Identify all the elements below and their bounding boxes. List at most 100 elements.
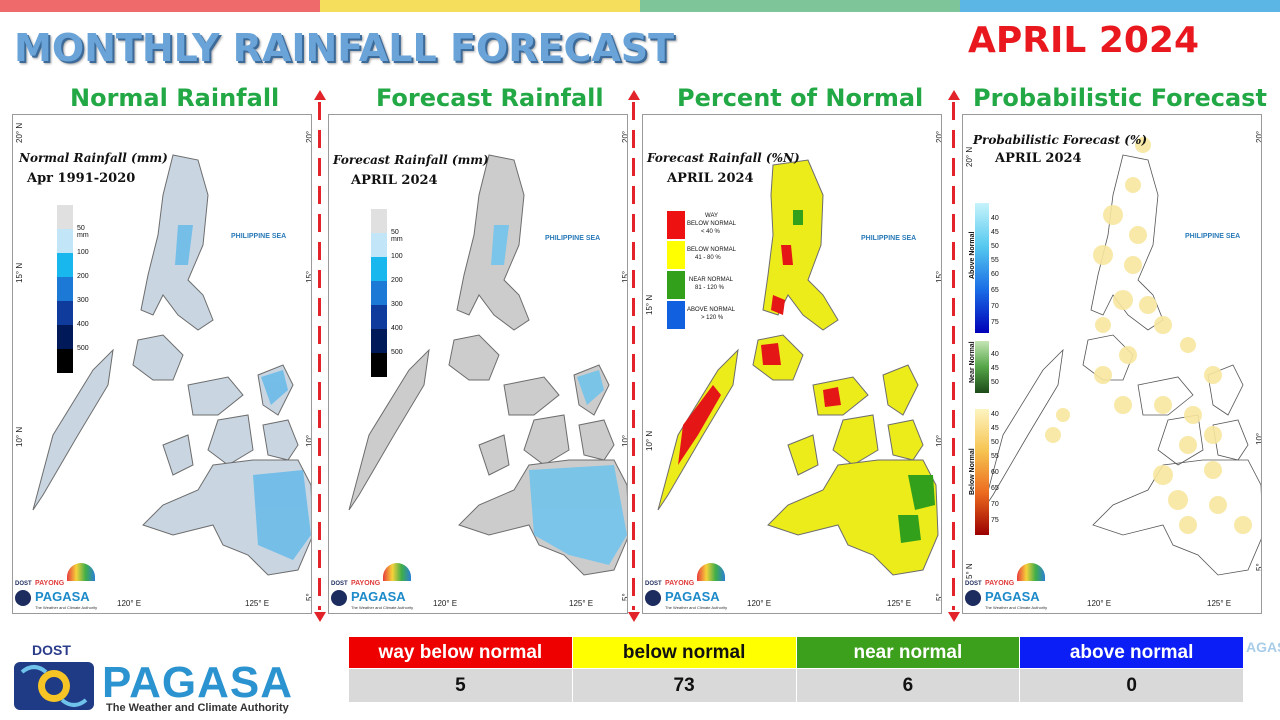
legend-label: 500 <box>391 349 403 356</box>
umbrella-icon <box>697 563 725 581</box>
legend-swatch <box>371 233 387 257</box>
count-near-normal: 6 <box>795 668 1021 703</box>
map-forecast-rainfall <box>348 154 627 576</box>
map-title: Forecast Rainfall (%N) <box>647 151 800 165</box>
map-percent-of-normal <box>657 159 939 576</box>
lat-label: 15° N <box>305 270 312 283</box>
panel-divider <box>314 90 326 622</box>
legend-label: 50 mm <box>77 225 89 239</box>
pagasa-mini-logo: DOST PAYONG PAGASA The Weather and Clima… <box>15 563 105 613</box>
legend-swatch <box>57 277 73 301</box>
legend-swatch <box>57 325 73 349</box>
sea-label: PHILIPPINE SEA <box>861 235 917 242</box>
arrow-down-icon <box>314 612 326 622</box>
background-logo-text: AGASA <box>1246 639 1280 655</box>
pagasa-mini-logo: DOST PAYONG PAGASA The Weather and Clima… <box>645 563 735 613</box>
red-patches <box>678 245 841 465</box>
map-panel-probabilistic: Probabilistic Forecast (%) APRIL 2024 Ab… <box>962 114 1262 614</box>
lat-label: 15° N <box>935 270 942 283</box>
arrow-up-icon <box>628 90 640 100</box>
legend-swatch <box>57 229 73 253</box>
legend-label: 300 <box>77 297 89 304</box>
map-subtitle: APRIL 2024 <box>995 151 1082 166</box>
legend-swatch <box>371 353 387 377</box>
below-normal-bar <box>975 409 989 535</box>
color-strip-yellow <box>320 0 640 12</box>
map-title: Probabilistic Forecast (%) <box>973 133 1148 147</box>
heading-percent-of-normal: Percent of Normal <box>677 84 924 112</box>
legend-swatch <box>371 281 387 305</box>
lat-label: 5° N <box>621 593 628 601</box>
lat-label: 10° N <box>645 430 654 451</box>
heading-forecast-rainfall: Forecast Rainfall <box>376 84 604 112</box>
sea-label: PHILIPPINE SEA <box>1185 233 1241 240</box>
umbrella-icon <box>67 563 95 581</box>
sea-label: PHILIPPINE SEA <box>231 233 287 240</box>
legend-label: 100 <box>391 253 403 260</box>
forecast-month: APRIL 2024 <box>968 20 1200 61</box>
map-probabilistic-forecast <box>982 137 1261 576</box>
umbrella-icon <box>1017 563 1045 581</box>
probability-blobs <box>1045 137 1252 534</box>
legend-swatch <box>371 257 387 281</box>
count-below-normal: 73 <box>571 668 797 703</box>
lat-label: 20° N <box>965 146 974 167</box>
lat-label: 15° N <box>621 270 628 283</box>
rainfall-shading <box>175 225 311 560</box>
header-above-normal: above normal <box>1019 636 1244 669</box>
legend-swatch <box>371 209 387 233</box>
legend-swatch <box>57 205 73 229</box>
arrow-down-icon <box>948 612 960 622</box>
legend-label: 50 mm <box>391 229 403 243</box>
legend-swatch <box>371 329 387 353</box>
map-title: Forecast Rainfall (mm) <box>333 153 489 167</box>
header-near-normal: near normal <box>795 636 1021 669</box>
map-subtitle: APRIL 2024 <box>351 173 438 188</box>
legend-label: 100 <box>77 249 89 256</box>
map-subtitle: Apr 1991-2020 <box>27 171 136 186</box>
map-title: Normal Rainfall (mm) <box>19 151 168 165</box>
lat-label: 10° N <box>621 434 628 447</box>
count-above-normal: 0 <box>1019 668 1244 703</box>
legend-swatch <box>667 211 685 239</box>
sun-logo-icon <box>965 590 981 606</box>
pagasa-mini-logo: DOST PAYONG PAGASA The Weather and Clima… <box>331 563 421 613</box>
lat-label: 20° N <box>1255 130 1262 143</box>
pagasa-mini-logo: DOST PAYONG PAGASA The Weather and Clima… <box>965 563 1055 613</box>
legend-swatch <box>667 241 685 269</box>
lat-label: 5° N <box>1255 563 1262 571</box>
page-title: MONTHLY RAINFALL FORECAST <box>14 26 675 70</box>
summary-table: way below normal below normal near norma… <box>348 636 1244 703</box>
map-normal-rainfall <box>32 154 311 576</box>
lat-label: 10° N <box>1255 432 1262 445</box>
header-below-normal: below normal <box>571 636 797 669</box>
lon-label: 120° E <box>117 599 142 608</box>
near-normal-bar <box>975 341 989 393</box>
lat-label: 5° N <box>935 593 942 601</box>
legend-swatch <box>667 271 685 299</box>
map-panel-percent-normal: Forecast Rainfall (%N) APRIL 2024 WAY BE… <box>642 114 942 614</box>
lat-label: 15° N <box>645 294 654 315</box>
lat-label: 20° N <box>935 130 942 143</box>
panel-divider <box>948 90 960 622</box>
lon-label: 125° E <box>887 599 912 608</box>
lon-label: 120° E <box>433 599 458 608</box>
map-panel-normal: Normal Rainfall (mm) Apr 1991-2020 50 mm… <box>12 114 312 614</box>
sun-logo-icon <box>331 590 347 606</box>
count-way-below-normal: 5 <box>348 668 573 703</box>
percent-legend: WAY BELOW NORMAL < 40 % BELOW NORMAL 41 … <box>667 211 757 331</box>
legend-swatch <box>57 253 73 277</box>
panel-divider <box>628 90 640 622</box>
lat-label: 5° N <box>305 593 312 601</box>
green-patches <box>793 210 935 543</box>
umbrella-icon <box>383 563 411 581</box>
sun-logo-icon <box>15 590 31 606</box>
legend-swatch <box>57 349 73 373</box>
lat-label: 20° N <box>621 130 628 143</box>
heading-probabilistic-forecast: Probabilistic Forecast <box>973 84 1267 112</box>
lon-label: 125° E <box>1207 599 1232 608</box>
legend-swatch <box>57 301 73 325</box>
rainfall-shading <box>491 225 627 565</box>
color-strip-blue <box>960 0 1280 12</box>
lon-label: 125° E <box>245 599 270 608</box>
